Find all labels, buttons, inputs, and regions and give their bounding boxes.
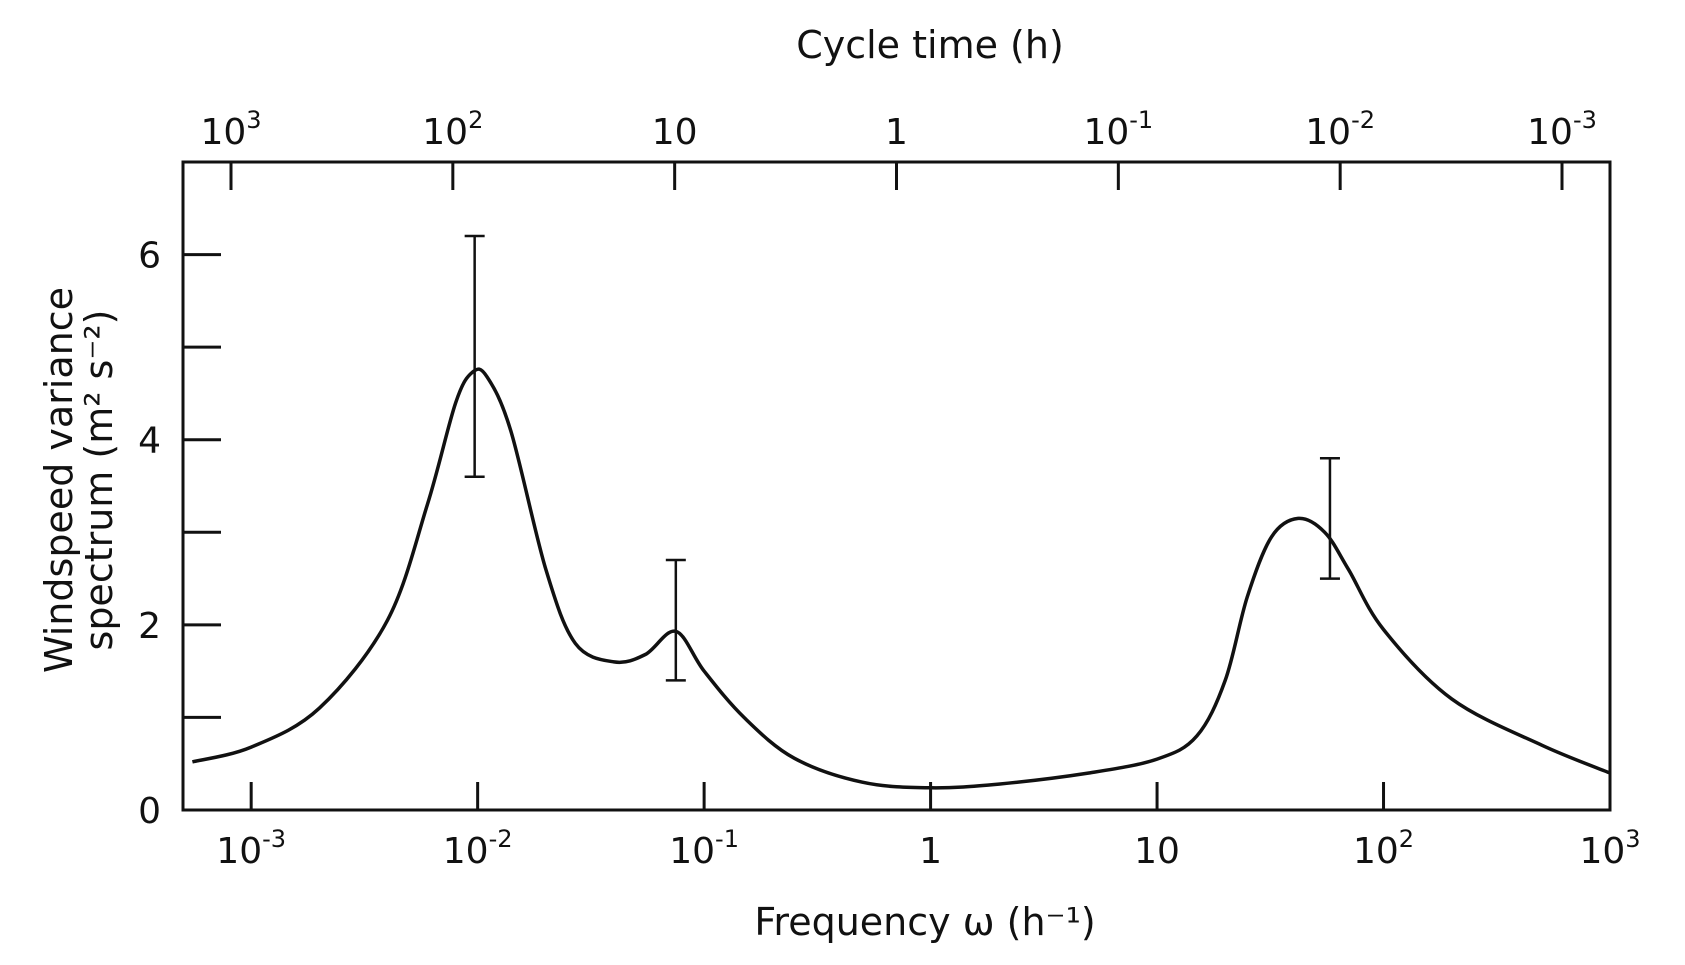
y-tick-label: 6 bbox=[138, 236, 161, 277]
x-tick-label: 10-1 bbox=[669, 825, 739, 872]
top-tick-label: 10 bbox=[652, 112, 698, 153]
x-tick-label: 10 bbox=[1134, 831, 1180, 872]
top-tick-label: 103 bbox=[200, 106, 261, 153]
top-tick-label: 1 bbox=[885, 112, 908, 153]
spectrum-series-line bbox=[191, 367, 1611, 790]
y-axis-title-line1: Windspeed variance bbox=[37, 287, 81, 673]
x-tick-label: 10-2 bbox=[443, 825, 513, 872]
x-tick-label: 10-3 bbox=[216, 825, 286, 872]
y-tick-label: 0 bbox=[138, 791, 161, 832]
top-tick-label: 10-3 bbox=[1527, 106, 1597, 153]
plot-frame bbox=[181, 160, 1612, 812]
x-tick-label: 1 bbox=[919, 831, 942, 872]
x-axis-title: Frequency ω (h⁻¹) bbox=[754, 900, 1095, 944]
x-tick-label: 102 bbox=[1353, 825, 1414, 872]
y-tick-label: 2 bbox=[138, 606, 161, 647]
top-tick-label: 10-1 bbox=[1083, 106, 1153, 153]
top-tick-label: 10-2 bbox=[1305, 106, 1375, 153]
y-axis-title-line2: spectrum (m² s⁻²) bbox=[77, 310, 121, 651]
x-tick-label: 103 bbox=[1579, 825, 1640, 872]
top-axis-title: Cycle time (h) bbox=[796, 23, 1064, 67]
y-tick-label: 4 bbox=[138, 421, 161, 462]
top-tick-label: 102 bbox=[422, 106, 483, 153]
